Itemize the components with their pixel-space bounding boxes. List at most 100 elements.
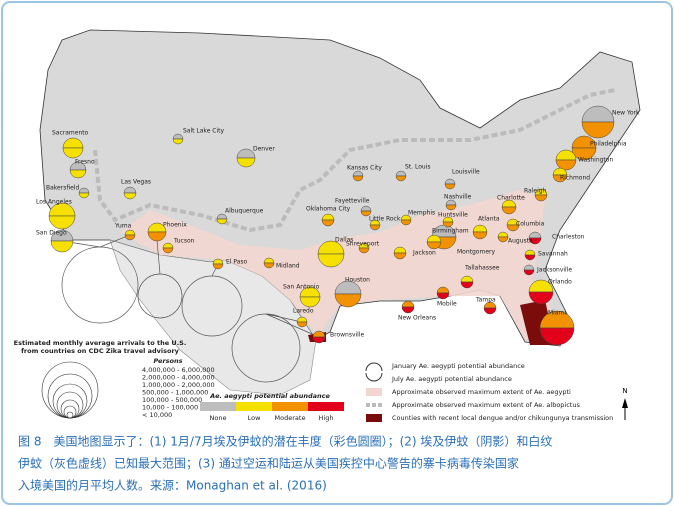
caption-line: 图 8 美国地图显示了：(1) 1月/7月埃及伊蚊的潜在丰度（彩色圆圈）；(2)… xyxy=(18,434,552,449)
city-circle-july xyxy=(48,215,76,230)
city-circle-january xyxy=(436,286,450,294)
city-label: Orlando xyxy=(548,279,572,286)
city-circle-july xyxy=(524,254,536,261)
city-circle-july xyxy=(312,336,326,344)
city-label: Houston xyxy=(345,277,370,284)
city-label: Columbia xyxy=(516,221,545,228)
city-circle-january xyxy=(401,300,415,308)
cities: New York Philadelphia Washington Richmond Ra… xyxy=(36,105,640,346)
abundance-level: Low xyxy=(248,414,261,422)
city-circle-july xyxy=(334,293,362,308)
city-label: Los Angeles xyxy=(36,199,72,206)
city-circle-july xyxy=(552,174,568,183)
city-label: New Orleans xyxy=(398,315,436,322)
arrival-line xyxy=(99,234,131,248)
city-circle-july xyxy=(400,219,412,226)
city-label: Atlanta xyxy=(478,216,500,223)
city-circle-july xyxy=(50,240,74,253)
city-circle-july xyxy=(395,175,407,182)
city-circle-january xyxy=(501,199,517,208)
city-circle-january xyxy=(571,135,597,149)
city-circle-july xyxy=(360,210,372,217)
city-label: San Antonio xyxy=(283,284,320,291)
city-label: Miami xyxy=(548,310,566,317)
city-circle-january xyxy=(506,218,520,226)
city-circle-july xyxy=(426,241,442,250)
city-circle-january xyxy=(312,330,326,338)
city-label: Richmond xyxy=(560,175,590,182)
city-circle-july xyxy=(317,253,345,268)
legend-title: from countries on CDC Zika travel adviso… xyxy=(21,347,180,355)
map-legend: January Ae. aegypti potential abundance J… xyxy=(365,362,613,422)
north-arrow: N xyxy=(622,387,628,420)
city-label: Oklahoma City xyxy=(306,206,351,213)
map-legend-label: Approximate observed maximum extent of A… xyxy=(392,388,571,396)
city-label: Jacksonville xyxy=(536,267,572,274)
city-circle-january xyxy=(48,202,76,217)
legend-range: 100,000 - 500,000 xyxy=(142,396,202,404)
city-label: Jackson xyxy=(412,250,436,257)
city-circle-july xyxy=(123,192,137,200)
legend-half-circle xyxy=(365,362,383,372)
city-circle-july xyxy=(62,147,84,159)
city-label: Montgomery xyxy=(457,249,495,256)
city-label: Fresno xyxy=(75,159,95,166)
city-circle-july xyxy=(216,218,228,225)
map-legend-label: Counties with recent local dengue and/or… xyxy=(392,414,613,422)
abundance-swatch xyxy=(308,402,344,411)
city-circle-january xyxy=(334,280,362,295)
city-circle-january xyxy=(321,213,335,221)
city-circle-january xyxy=(552,167,568,176)
city-circle-july xyxy=(534,194,548,202)
city-circle-july xyxy=(147,231,167,242)
legend-swatch xyxy=(366,414,382,422)
city-circle-july xyxy=(581,121,615,139)
city-circle-july xyxy=(436,292,450,300)
city-circle-july xyxy=(539,327,575,346)
abundance-level: None xyxy=(210,414,227,422)
city-circle-july xyxy=(296,321,308,328)
abundance-swatch xyxy=(236,402,272,411)
city-label: Phoenix xyxy=(163,222,187,229)
city-label: Sacramento xyxy=(52,130,89,137)
city-label: Salt Lake City xyxy=(183,128,225,135)
city-label: Raleigh xyxy=(524,188,547,195)
legend-range: 10,000 - 100,000 xyxy=(142,404,198,412)
city-label: Fayetteville xyxy=(335,198,370,205)
arrival-circles xyxy=(61,234,320,383)
city-circle-july xyxy=(497,236,509,243)
city-label: El Paso xyxy=(226,259,248,266)
legend-title: Ae. aegypti potential abundance xyxy=(209,392,330,400)
city-circle-january xyxy=(426,234,442,243)
city-circle-july xyxy=(528,237,542,245)
city-label: Brownsville xyxy=(330,332,365,339)
city-circle-january xyxy=(69,161,87,171)
city-label: Dallas xyxy=(335,237,353,244)
city-circle-july xyxy=(299,296,321,308)
legend-range: < 10,000 xyxy=(142,411,172,419)
city-label: Charlotte xyxy=(497,195,525,202)
city-circle-july xyxy=(369,224,381,231)
city-label: Washington xyxy=(578,157,613,164)
city-label: Nashville xyxy=(444,194,472,201)
caption-line: 伊蚊（灰色虚线）已知最大范围；(3) 通过空运和陆运从美国疾控中心警告的寨卡病毒… xyxy=(18,456,519,471)
city-circle-january xyxy=(555,149,577,161)
city-circle-july xyxy=(523,269,535,276)
city-label: Tampa xyxy=(475,297,496,304)
city-circle-january xyxy=(393,246,407,254)
abundance-legend: Ae. aegypti potential abundance None Low M… xyxy=(200,392,344,422)
city-label: Midland xyxy=(276,263,300,270)
city-circle-july xyxy=(444,183,456,190)
city-label: Little Rock xyxy=(369,216,401,223)
abundance-level: Moderate xyxy=(275,414,306,422)
city-circle-july xyxy=(460,281,474,289)
city-label: Louisville xyxy=(452,169,480,176)
map-legend-label: July Ae. aegypti potential abundance xyxy=(391,375,512,383)
legend-range: 500,000 - 1,000,000 xyxy=(142,389,208,397)
city-circle-july xyxy=(124,234,136,241)
city-circle-july xyxy=(321,219,335,227)
city-circle-july xyxy=(483,307,497,315)
city-label: Bakersfield xyxy=(46,185,79,192)
city-label: Shreveport xyxy=(346,241,380,248)
